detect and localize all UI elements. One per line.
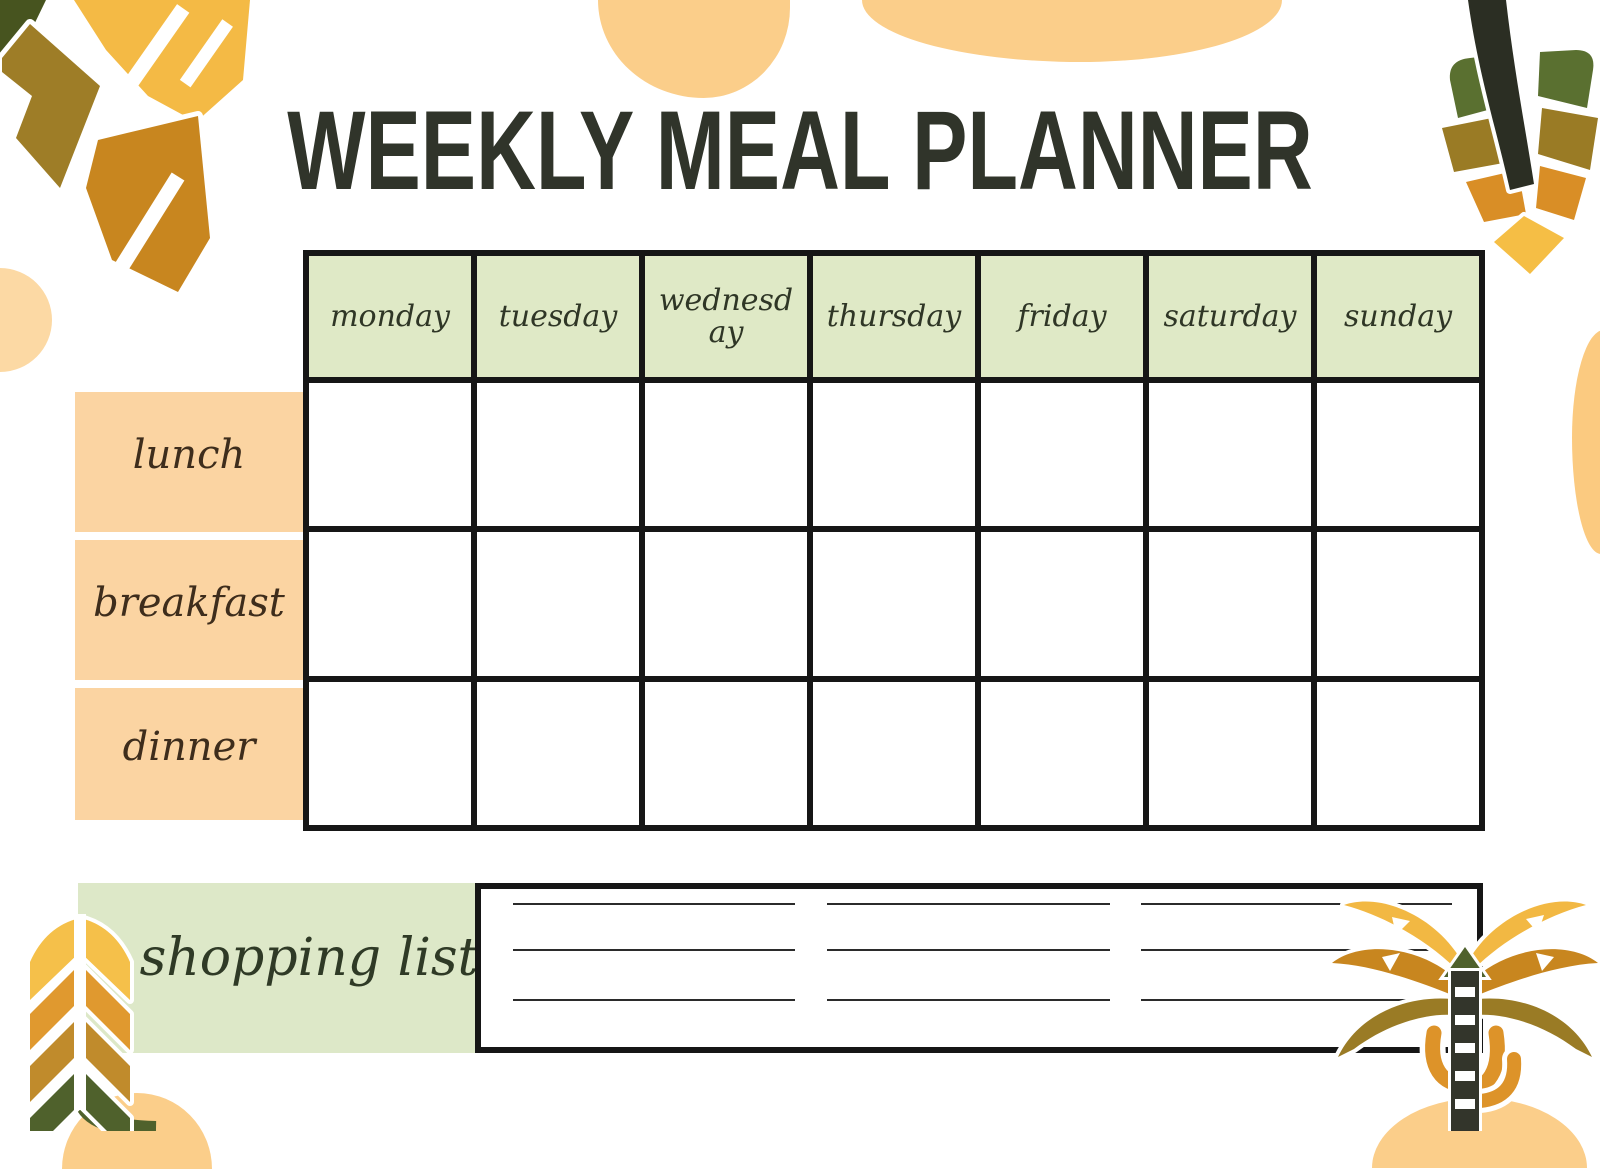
shopping-list-box	[475, 883, 1483, 1053]
day-label: friday	[1017, 298, 1107, 334]
day-header-monday: monday	[309, 256, 471, 377]
autumn-maple-leaf-icon	[0, 0, 255, 297]
meal-planner-table: monday tuesday wednesday thursday friday…	[303, 250, 1485, 831]
shopping-line[interactable]	[1141, 949, 1452, 951]
shopping-list-label: shopping list	[139, 928, 479, 988]
row-label-dinner: dinner	[75, 688, 303, 820]
shopping-list-label-box: shopping list	[78, 883, 480, 1053]
meal-cell-lunch-saturday[interactable]	[1149, 383, 1311, 527]
day-label: wednesday	[658, 283, 794, 350]
meal-cell-dinner-monday[interactable]	[309, 681, 471, 825]
meal-cell-lunch-wednesday[interactable]	[645, 383, 807, 527]
day-label: sunday	[1343, 298, 1453, 334]
row-label-breakfast: breakfast	[75, 540, 303, 680]
shopping-line[interactable]	[827, 999, 1110, 1001]
meal-cell-breakfast-tuesday[interactable]	[477, 532, 639, 676]
peach-blob-top-left-icon	[598, 0, 790, 98]
shopping-line[interactable]	[1141, 999, 1452, 1001]
hanging-leaf-icon	[1438, 0, 1600, 274]
meal-cell-breakfast-wednesday[interactable]	[645, 532, 807, 676]
meal-cell-dinner-sunday[interactable]	[1317, 681, 1479, 825]
wheat-ear-icon	[26, 914, 157, 1131]
meal-cell-breakfast-monday[interactable]	[309, 532, 471, 676]
day-header-thursday: thursday	[813, 256, 975, 377]
meal-cell-dinner-tuesday[interactable]	[477, 681, 639, 825]
day-label: monday	[330, 298, 450, 334]
row-label-text: breakfast	[93, 580, 285, 626]
meal-cell-breakfast-friday[interactable]	[981, 532, 1143, 676]
shopping-line[interactable]	[827, 903, 1110, 905]
meal-cell-breakfast-sunday[interactable]	[1317, 532, 1479, 676]
day-label: saturday	[1163, 298, 1297, 334]
day-header-wednesday: wednesday	[645, 256, 807, 377]
meal-cell-lunch-thursday[interactable]	[813, 383, 975, 527]
shopping-line[interactable]	[1141, 903, 1452, 905]
meal-cell-lunch-tuesday[interactable]	[477, 383, 639, 527]
row-label-text: dinner	[122, 724, 256, 770]
row-label-lunch: lunch	[75, 392, 303, 532]
day-header-friday: friday	[981, 256, 1143, 377]
meal-cell-dinner-wednesday[interactable]	[645, 681, 807, 825]
meal-cell-dinner-friday[interactable]	[981, 681, 1143, 825]
meal-cell-breakfast-thursday[interactable]	[813, 532, 975, 676]
meal-cell-lunch-friday[interactable]	[981, 383, 1143, 527]
shopping-line[interactable]	[513, 999, 795, 1001]
row-label-text: lunch	[132, 432, 246, 478]
shopping-line[interactable]	[513, 949, 795, 951]
peach-blob-right-edge-icon	[1572, 330, 1600, 554]
day-header-tuesday: tuesday	[477, 256, 639, 377]
day-header-saturday: saturday	[1149, 256, 1311, 377]
day-label: thursday	[826, 298, 962, 334]
day-header-sunday: sunday	[1317, 256, 1479, 377]
meal-cell-dinner-thursday[interactable]	[813, 681, 975, 825]
meal-cell-lunch-monday[interactable]	[309, 383, 471, 527]
shopping-line[interactable]	[513, 903, 795, 905]
peach-blob-top-right-icon	[862, 0, 1282, 62]
palm-tree-icon	[1330, 897, 1600, 1131]
meal-cell-dinner-saturday[interactable]	[1149, 681, 1311, 825]
day-label: tuesday	[498, 298, 618, 334]
page-title: WEEKLY MEAL PLANNER	[287, 88, 1313, 213]
meal-cell-lunch-sunday[interactable]	[1317, 383, 1479, 527]
meal-cell-breakfast-saturday[interactable]	[1149, 532, 1311, 676]
shopping-line[interactable]	[827, 949, 1110, 951]
